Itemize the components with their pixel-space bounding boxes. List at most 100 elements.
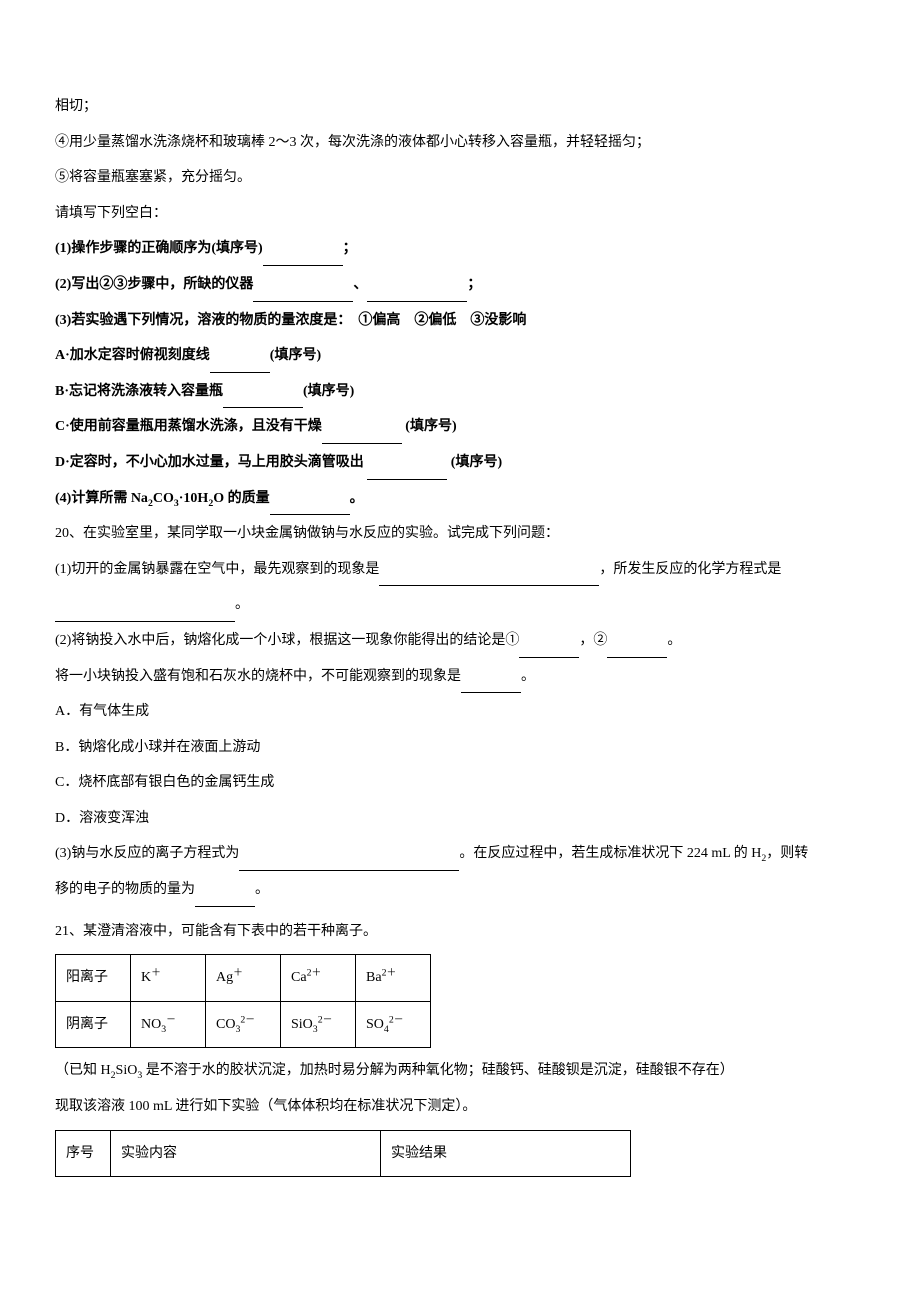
text-line: 相切； — [55, 90, 865, 124]
q20-2: (2)将钠投入水中后，钠熔化成一个小球，根据这一现象你能得出的结论是① ，② 。 — [55, 624, 865, 658]
blank — [195, 890, 255, 907]
suffix: 。 — [350, 491, 364, 506]
table-cell: 阳离子 — [56, 955, 131, 1002]
header-content: 实验内容 — [111, 1130, 381, 1177]
blank — [55, 605, 235, 622]
blank — [239, 854, 459, 871]
blank — [263, 249, 343, 266]
content: 请填写下列空白： — [55, 206, 167, 221]
qa-text: A·加水定容时俯视刻度线 — [55, 348, 210, 363]
ion-table: 阳离子K＋Ag＋Ca2＋Ba2＋阴离子NO3－CO32－SiO32－SO42－ — [55, 954, 431, 1048]
suffix: (填序号) — [303, 384, 354, 399]
qd-text: D·定容时，不小心加水过量，马上用胶头滴管吸出 — [55, 455, 367, 470]
q21-text: 21、某澄清溶液中，可能含有下表中的若干种离子。 — [55, 924, 377, 939]
q3-text: (3)若实验遇下列情况，溶液的物质的量浓度是： ①偏高 ②偏低 ③没影响 — [55, 313, 526, 328]
q20-3-cont: 移的电子的物质的量为 。 — [55, 873, 865, 907]
text: 将一小块钠投入盛有饱和石灰水的烧杯中，不可能观察到的现象是 — [55, 669, 461, 684]
text-line: ④用少量蒸馏水洗涤烧杯和玻璃棒 2～3 次，每次洗涤的液体都小心转移入容量瓶，并… — [55, 126, 865, 160]
table-cell: Ca2＋ — [281, 955, 356, 1002]
option-a-20: A．有气体生成 — [55, 695, 865, 729]
blank — [367, 463, 447, 480]
q20-3: (3)钠与水反应的离子方程式为 。在反应过程中，若生成标准状况下 224 mL 的… — [55, 837, 865, 871]
text: ，所发生反应的化学方程式是 — [599, 562, 781, 577]
blank — [322, 427, 402, 444]
q4-prefix: (4)计算所需 Na — [55, 491, 148, 506]
content: 相切； — [55, 99, 97, 114]
blank — [379, 570, 599, 587]
question-20: 20、在实验室里，某同学取一小块金属钠做钠与水反应的实验。试完成下列问题： — [55, 517, 865, 551]
q1-text: (1)操作步骤的正确顺序为(填序号) — [55, 241, 263, 256]
text: A．有气体生成 — [55, 704, 149, 719]
text: 是不溶于水的胶状沉淀，加热时易分解为两种氧化物；硅酸钙、硅酸钡是沉淀，硅酸银不存… — [142, 1063, 734, 1078]
blank — [223, 392, 303, 409]
option-a: A·加水定容时俯视刻度线 (填序号) — [55, 339, 865, 373]
option-c-20: C．烧杯底部有银白色的金属钙生成 — [55, 766, 865, 800]
blank — [210, 356, 270, 373]
text: B．钠熔化成小球并在液面上游动 — [55, 740, 260, 755]
suffix: (填序号) — [447, 455, 502, 470]
qc-text: C·使用前容量瓶用蒸馏水洗涤，且没有干燥 — [55, 419, 322, 434]
note-line: （已知 H2SiO3 是不溶于水的胶状沉淀，加热时易分解为两种氧化物；硅酸钙、硅… — [55, 1054, 865, 1088]
content: ④用少量蒸馏水洗涤烧杯和玻璃棒 2～3 次，每次洗涤的液体都小心转移入容量瓶，并… — [55, 135, 650, 150]
question-2: (2)写出②③步骤中，所缺的仪器、； — [55, 268, 865, 302]
blank — [253, 285, 353, 302]
option-d: D·定容时，不小心加水过量，马上用胶头滴管吸出 (填序号) — [55, 446, 865, 480]
suffix: 。 — [667, 633, 681, 648]
q4-mid3: O 的质量 — [213, 491, 269, 506]
text: 现取该溶液 100 mL 进行如下实验（气体体积均在标准状况下测定）。 — [55, 1099, 476, 1114]
question-21: 21、某澄清溶液中，可能含有下表中的若干种离子。 — [55, 915, 865, 949]
text-line: 请填写下列空白： — [55, 197, 865, 231]
content: ⑤将容量瓶塞塞紧，充分摇匀。 — [55, 170, 251, 185]
text: ，② — [579, 633, 607, 648]
table-cell: Ag＋ — [206, 955, 281, 1002]
q4-mid: CO — [153, 491, 174, 506]
blank — [461, 676, 521, 693]
suffix: ； — [343, 241, 357, 256]
q20-text: 20、在实验室里，某同学取一小块金属钠做钠与水反应的实验。试完成下列问题： — [55, 526, 559, 541]
text: 。在反应过程中，若生成标准状况下 224 mL 的 H — [459, 846, 761, 861]
header-result: 实验结果 — [381, 1130, 631, 1177]
table-cell: Ba2＋ — [356, 955, 431, 1002]
blank — [367, 285, 467, 302]
qb-text: B·忘记将洗涤液转入容量瓶 — [55, 384, 223, 399]
q4-mid2: ·10H — [179, 491, 209, 506]
suffix: ； — [467, 277, 481, 292]
table-cell: CO32－ — [206, 1001, 281, 1048]
text: (3)钠与水反应的离子方程式为 — [55, 846, 239, 861]
text: （已知 H — [55, 1063, 111, 1078]
option-d-20: D．溶液变浑浊 — [55, 802, 865, 836]
blank — [270, 498, 350, 515]
text: C．烧杯底部有银白色的金属钙生成 — [55, 775, 274, 790]
question-3: (3)若实验遇下列情况，溶液的物质的量浓度是： ①偏高 ②偏低 ③没影响 — [55, 304, 865, 338]
text: (1)切开的金属钠暴露在空气中，最先观察到的现象是 — [55, 562, 379, 577]
note-line-2: 现取该溶液 100 mL 进行如下实验（气体体积均在标准状况下测定）。 — [55, 1090, 865, 1124]
text: (2)将钠投入水中后，钠熔化成一个小球，根据这一现象你能得出的结论是① — [55, 633, 519, 648]
text-line: ⑤将容量瓶塞塞紧，充分摇匀。 — [55, 161, 865, 195]
text: ，则转 — [766, 846, 808, 861]
suffix: 。 — [255, 882, 269, 897]
table-cell: 阴离子 — [56, 1001, 131, 1048]
suffix: (填序号) — [270, 348, 321, 363]
text: 移的电子的物质的量为 — [55, 882, 195, 897]
table-cell: K＋ — [131, 955, 206, 1002]
suffix: 。 — [521, 669, 535, 684]
table-cell: NO3－ — [131, 1001, 206, 1048]
option-b-20: B．钠熔化成小球并在液面上游动 — [55, 731, 865, 765]
text: SiO — [116, 1063, 138, 1078]
blank — [519, 641, 579, 658]
question-1: (1)操作步骤的正确顺序为(填序号) ； — [55, 232, 865, 266]
q20-2-cont: 将一小块钠投入盛有饱和石灰水的烧杯中，不可能观察到的现象是 。 — [55, 660, 865, 694]
experiment-table: 序号 实验内容 实验结果 — [55, 1130, 631, 1178]
sep: 、 — [353, 277, 367, 292]
option-c: C·使用前容量瓶用蒸馏水洗涤，且没有干燥 (填序号) — [55, 410, 865, 444]
q20-1: (1)切开的金属钠暴露在空气中，最先观察到的现象是 ，所发生反应的化学方程式是 — [55, 553, 865, 587]
question-4: (4)计算所需 Na2CO3·10H2O 的质量。 — [55, 482, 865, 516]
header-seq: 序号 — [56, 1130, 111, 1177]
q20-1-cont: 。 — [55, 588, 865, 622]
blank — [607, 641, 667, 658]
table-cell: SO42－ — [356, 1001, 431, 1048]
table-row: 阳离子K＋Ag＋Ca2＋Ba2＋ — [56, 955, 431, 1002]
table-row: 序号 实验内容 实验结果 — [56, 1130, 631, 1177]
text: D．溶液变浑浊 — [55, 811, 149, 826]
table-row: 阴离子NO3－CO32－SiO32－SO42－ — [56, 1001, 431, 1048]
